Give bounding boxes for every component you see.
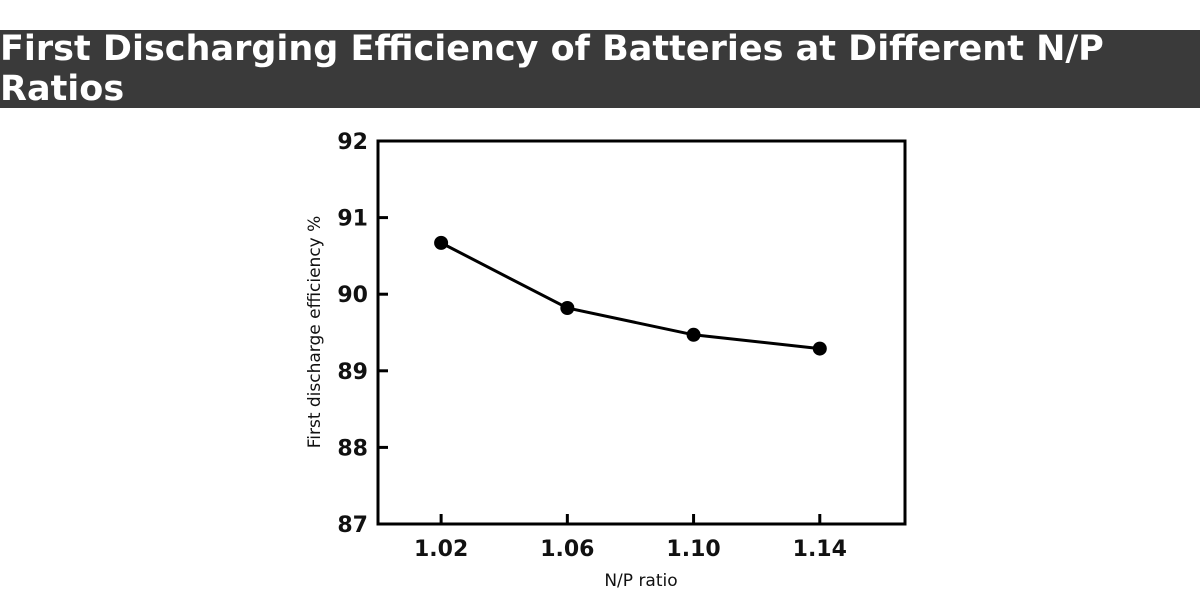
data-point: [434, 235, 449, 250]
data-point: [686, 327, 701, 342]
series-line: [440, 241, 820, 351]
plot-frame: [376, 139, 907, 526]
x-tick-label: 1.06: [540, 537, 594, 562]
y-tick-label: 87: [337, 513, 368, 538]
x-tick-label: 1.14: [793, 537, 847, 562]
chart-title: First Discharging Efficiency of Batterie…: [0, 29, 1200, 109]
y-tick-label: 89: [337, 360, 368, 385]
y-tick-label: 88: [337, 436, 368, 461]
x-tick-label: 1.10: [666, 537, 720, 562]
x-tick-label: 1.02: [414, 537, 468, 562]
y-tick-label: 92: [337, 130, 368, 155]
x-axis-label: N/P ratio: [604, 571, 677, 591]
data-point: [560, 300, 575, 315]
data-point: [812, 341, 827, 356]
y-axis-label: First discharge efficiency %: [305, 216, 325, 449]
y-tick-label: 91: [337, 207, 368, 232]
y-tick-label: 90: [337, 283, 368, 308]
